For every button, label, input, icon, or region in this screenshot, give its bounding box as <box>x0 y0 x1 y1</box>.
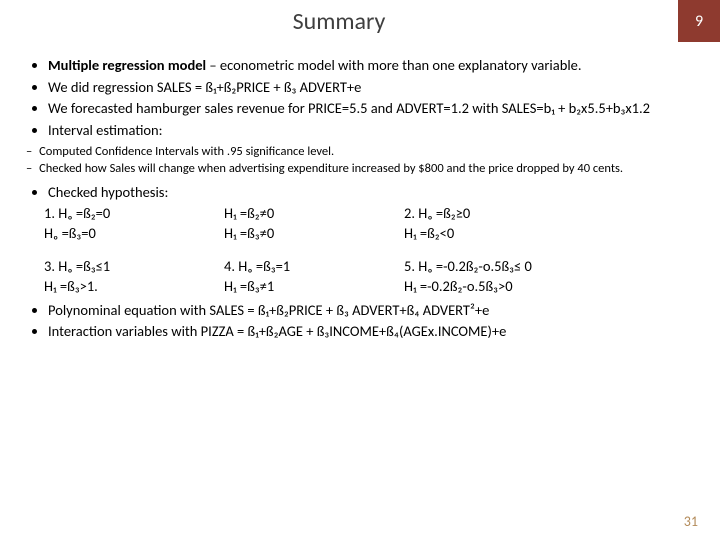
hypothesis-intro: Checked hypothesis: <box>22 183 698 203</box>
page-title: Summary <box>0 0 678 42</box>
hyp-2-h0: 2. Hₒ =ß₂≥0 <box>404 204 574 224</box>
bullet-5: Checked hypothesis: <box>48 183 698 203</box>
hypothesis-row-1: 1. Hₒ =ß₂=0 Hₒ =ß₃=0 H₁ =ß₂≠0 H₁ =ß₃≠0 2… <box>44 204 698 243</box>
content-area: Multiple regression model – econometric … <box>0 42 720 342</box>
bullet-4: Interval estimation: <box>48 121 698 141</box>
hyp-3: 3. Hₒ =ß₃≤1 H₁ =ß₃>1. <box>44 257 184 296</box>
sub-bullet-1: Computed Confidence Intervals with .95 s… <box>40 144 698 160</box>
hyp-5-h0: 5. Hₒ =-0.2ß₂-o.5ß₃≤ 0 <box>404 257 614 277</box>
bullet-1: Multiple regression model – econometric … <box>48 56 698 76</box>
bullet-2: We did regression SALES = ß₁+ß₂PRICE + ß… <box>48 78 698 98</box>
hyp-5: 5. Hₒ =-0.2ß₂-o.5ß₃≤ 0 H₁ =-0.2ß₂-o.5ß₃>… <box>404 257 614 296</box>
hyp-1-h1: H₁ =ß₂≠0 H₁ =ß₃≠0 <box>224 204 364 243</box>
hyp-1-h0: 1. Hₒ =ß₂=0 Hₒ =ß₃=0 <box>44 204 184 243</box>
bullet-1-rest: – econometric model with more than one e… <box>206 56 581 74</box>
slide-number: 31 <box>684 513 698 530</box>
bottom-bullet-list: Polynominal equation with SALES = ß₁+ß₂P… <box>22 301 698 342</box>
bullet-3: We forecasted hamburger sales revenue fo… <box>48 99 698 119</box>
hyp-4: 4. Hₒ =ß₃=1 H₁ =ß₃≠1 <box>224 257 364 296</box>
hyp-4-h1: H₁ =ß₃≠1 <box>224 277 364 297</box>
hyp-3-h1: H₁ =ß₃>1. <box>44 277 184 297</box>
hyp-2-h1: H₁ =ß₂<0 <box>404 224 574 244</box>
hyp-5-h1: H₁ =-0.2ß₂-o.5ß₃>0 <box>404 277 614 297</box>
hypothesis-row-2: 3. Hₒ =ß₃≤1 H₁ =ß₃>1. 4. Hₒ =ß₃=1 H₁ =ß₃… <box>44 257 698 296</box>
main-bullet-list: Multiple regression model – econometric … <box>22 56 698 140</box>
bullet-inter: Interaction variables with PIZZA = ß₁+ß₂… <box>48 322 698 342</box>
page-number-badge: 9 <box>678 0 720 42</box>
sub-bullet-2: Checked how Sales will change when adver… <box>40 161 698 177</box>
hyp-1-h0-b: Hₒ =ß₃=0 <box>44 224 184 244</box>
hyp-1-h1-a: H₁ =ß₂≠0 <box>224 204 364 224</box>
hyp-1-h0-a: 1. Hₒ =ß₂=0 <box>44 204 184 224</box>
hyp-3-h0: 3. Hₒ =ß₃≤1 <box>44 257 184 277</box>
hyp-1-h1-b: H₁ =ß₃≠0 <box>224 224 364 244</box>
hyp-2: 2. Hₒ =ß₂≥0 H₁ =ß₂<0 <box>404 204 574 243</box>
bullet-1-bold: Multiple regression model <box>48 56 206 74</box>
sub-bullet-list: Computed Confidence Intervals with .95 s… <box>22 144 698 177</box>
hyp-4-h0: 4. Hₒ =ß₃=1 <box>224 257 364 277</box>
header-bar: Summary 9 <box>0 0 720 42</box>
bullet-poly: Polynominal equation with SALES = ß₁+ß₂P… <box>48 301 698 321</box>
